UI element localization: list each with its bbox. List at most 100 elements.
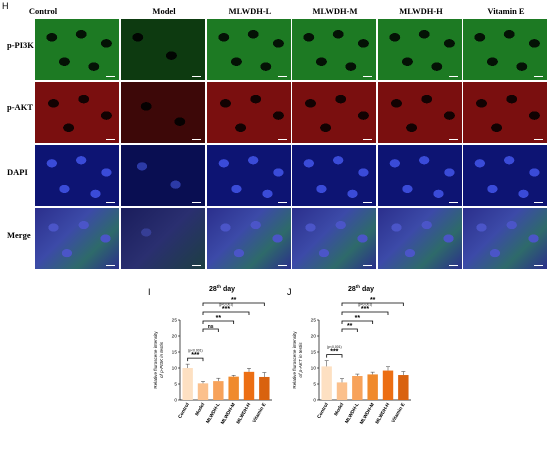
row-header-merge: Merge bbox=[7, 230, 31, 240]
bar-control bbox=[182, 368, 193, 400]
x-tick-label: MLWDH-M bbox=[220, 402, 237, 426]
y-tick-label: 0 bbox=[174, 398, 177, 404]
micrograph-pi3k-mlwdh-h bbox=[378, 19, 462, 80]
bar-model bbox=[197, 383, 209, 400]
column-header-mlwdh-h: MLWDH-H bbox=[399, 6, 443, 16]
column-header-model: Model bbox=[152, 6, 176, 16]
micrograph-akt-vitamin-e bbox=[463, 82, 547, 143]
significance-label: *** bbox=[222, 306, 230, 313]
significance-label: ** bbox=[355, 315, 361, 322]
micrograph-akt-mlwdh-m bbox=[292, 82, 376, 143]
significance-label: ** bbox=[216, 315, 222, 322]
x-tick-label: Control bbox=[177, 402, 191, 420]
column-header-control: Control bbox=[28, 6, 58, 16]
chart-title: 28th day bbox=[209, 284, 235, 293]
micrograph-pi3k-mlwdh-m bbox=[292, 19, 376, 80]
chart-akt: 28th day Relative fluroscene intensity of … bbox=[292, 284, 411, 426]
micrograph-akt-model bbox=[121, 82, 205, 143]
panel-letter-i: I bbox=[148, 287, 151, 297]
significance-label: ** bbox=[347, 323, 353, 330]
row-header-dapi: DAPI bbox=[7, 167, 28, 177]
x-tick-label: Model bbox=[333, 402, 345, 417]
y-tick-label: 20 bbox=[311, 334, 317, 340]
significance-label: *** bbox=[330, 349, 338, 356]
row-header-p-akt: p-AKT bbox=[7, 102, 33, 112]
y-tick-label: 0 bbox=[313, 398, 316, 404]
x-tick-label: MLWDH-H bbox=[235, 402, 252, 426]
micrograph-dapi-model bbox=[121, 145, 205, 206]
bar-mlwdh-h bbox=[243, 371, 255, 400]
chart-title: 28th day bbox=[348, 284, 374, 293]
y-axis-label-line2: of p-PI3K in testis bbox=[159, 341, 164, 378]
micrograph-pi3k-mlwdh-l bbox=[207, 19, 291, 80]
micrograph-merge-mlwdh-h bbox=[378, 208, 462, 269]
y-tick-label: 15 bbox=[172, 350, 178, 356]
significance-note: (p<0.001) bbox=[358, 303, 373, 307]
micrograph-dapi-control bbox=[35, 145, 119, 206]
significance-label: ns bbox=[208, 324, 214, 330]
significance-label: *** bbox=[361, 306, 369, 313]
x-tick-label: MLWDH-M bbox=[359, 402, 376, 426]
column-header-vitamin-e: Vitamin E bbox=[487, 6, 525, 16]
bar-mlwdh-m bbox=[228, 376, 239, 400]
significance-bracket bbox=[341, 320, 374, 324]
micrograph-akt-control bbox=[35, 82, 119, 143]
significance-label: ** bbox=[231, 297, 237, 304]
panel-letter-h: H bbox=[2, 1, 9, 11]
micrograph-dapi-mlwdh-m bbox=[292, 145, 376, 206]
panel-letter-j: J bbox=[287, 287, 292, 297]
micrograph-merge-mlwdh-l bbox=[207, 208, 291, 269]
micrograph-pi3k-vitamin-e bbox=[463, 19, 547, 80]
significance-bracket bbox=[341, 311, 389, 315]
bar-mlwdh-l bbox=[352, 376, 363, 400]
significance-bracket bbox=[202, 320, 235, 324]
significance-note: (p<0.001) bbox=[327, 345, 342, 349]
significance-bracket bbox=[202, 311, 250, 315]
y-axis-label-line1: Relative fluroscene intensity bbox=[292, 331, 297, 389]
bar-vitamin-e bbox=[259, 376, 270, 400]
bar-mlwdh-l bbox=[213, 381, 224, 400]
y-tick-label: 15 bbox=[311, 350, 317, 356]
x-tick-label: Control bbox=[316, 402, 330, 420]
x-tick-label: MLWDH-L bbox=[344, 402, 361, 425]
micrograph-akt-mlwdh-l bbox=[207, 82, 291, 143]
significance-note: (p<0.001) bbox=[188, 349, 203, 353]
y-axis-label-line1: Relative fluroscene intensity bbox=[153, 331, 158, 389]
x-tick-label: Vitamin E bbox=[251, 401, 267, 424]
micrograph-dapi-vitamin-e bbox=[463, 145, 547, 206]
micrograph-merge-model bbox=[121, 208, 205, 269]
y-tick-label: 5 bbox=[313, 382, 316, 388]
micrograph-akt-mlwdh-h bbox=[378, 82, 462, 143]
bar-vitamin-e bbox=[398, 375, 409, 400]
y-tick-label: 10 bbox=[172, 366, 178, 372]
micrograph-dapi-mlwdh-h bbox=[378, 145, 462, 206]
micrograph-pi3k-model bbox=[121, 19, 205, 80]
bar-model bbox=[336, 382, 348, 400]
chart-pi3k: 28th day Relative fluroscene intensity of … bbox=[153, 284, 272, 426]
column-header-mlwdh-m: MLWDH-M bbox=[312, 6, 358, 16]
significance-label: *** bbox=[191, 352, 199, 359]
column-header-mlwdh-l: MLWDH-L bbox=[228, 6, 272, 16]
micrograph-pi3k-control bbox=[35, 19, 119, 80]
x-tick-label: MLWDH-H bbox=[374, 402, 391, 426]
y-axis-label-line2: of p-AKT in testis bbox=[298, 342, 303, 378]
y-tick-label: 10 bbox=[311, 366, 317, 372]
bar-mlwdh-h bbox=[382, 370, 394, 400]
micrograph-merge-vitamin-e bbox=[463, 208, 547, 269]
significance-bracket bbox=[341, 302, 404, 306]
micrograph-merge-mlwdh-m bbox=[292, 208, 376, 269]
micrograph-merge-control bbox=[35, 208, 119, 269]
x-tick-label: MLWDH-L bbox=[205, 402, 222, 425]
micrograph-dapi-mlwdh-l bbox=[207, 145, 291, 206]
y-tick-label: 20 bbox=[172, 334, 178, 340]
x-tick-label: Model bbox=[194, 402, 206, 417]
significance-bracket bbox=[187, 357, 204, 362]
y-tick-label: 25 bbox=[172, 318, 178, 324]
x-tick-label: Vitamin E bbox=[390, 401, 406, 424]
y-tick-label: 5 bbox=[174, 382, 177, 388]
row-header-p-pi3k: p-PI3K bbox=[7, 40, 34, 50]
significance-bracket bbox=[326, 354, 343, 358]
y-tick-label: 25 bbox=[311, 318, 317, 324]
significance-note: (p<0.001) bbox=[219, 303, 234, 307]
significance-bracket bbox=[341, 328, 358, 332]
